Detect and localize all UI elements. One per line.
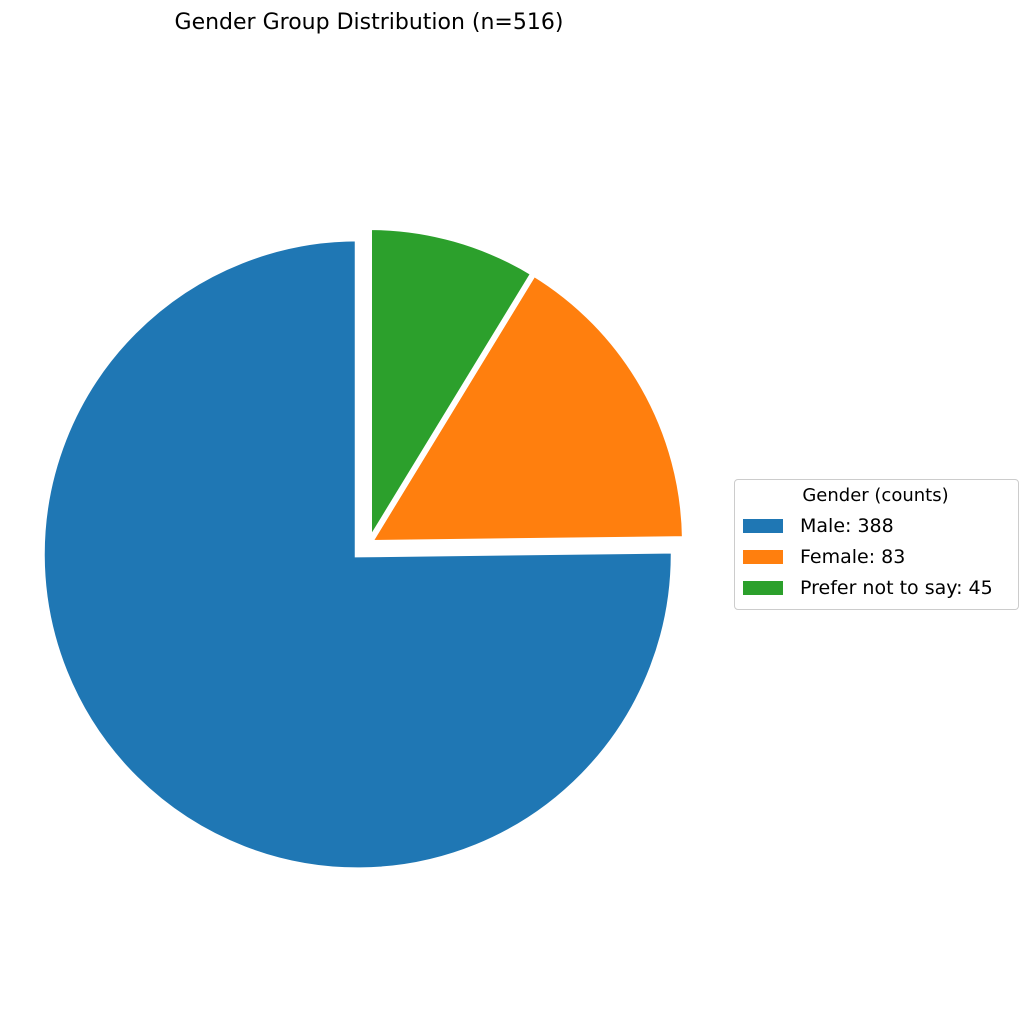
- chart-title: Gender Group Distribution (n=516): [174, 10, 564, 35]
- legend-label-female: Female: 83: [800, 545, 906, 568]
- legend-entry-female: Female: 83: [743, 541, 1008, 572]
- chart-legend: Gender (counts) Male: 388 Female: 83 Pre…: [734, 479, 1019, 610]
- legend-entry-prefer-not-to-say: Prefer not to say: 45: [743, 572, 1008, 603]
- pie-slice-female: [363, 269, 689, 547]
- legend-entry-male: Male: 388: [743, 510, 1008, 541]
- pie-slice-male: [38, 235, 677, 874]
- legend-label-prefer-not-to-say: Prefer not to say: 45: [800, 576, 993, 599]
- legend-swatch-female: [743, 549, 783, 564]
- legend-swatch-male: [743, 518, 783, 533]
- pie-slice-prefer-not-to-say: [366, 223, 538, 554]
- legend-swatch-prefer-not-to-say: [743, 580, 783, 595]
- legend-title: Gender (counts): [802, 485, 949, 506]
- legend-label-male: Male: 388: [800, 514, 894, 537]
